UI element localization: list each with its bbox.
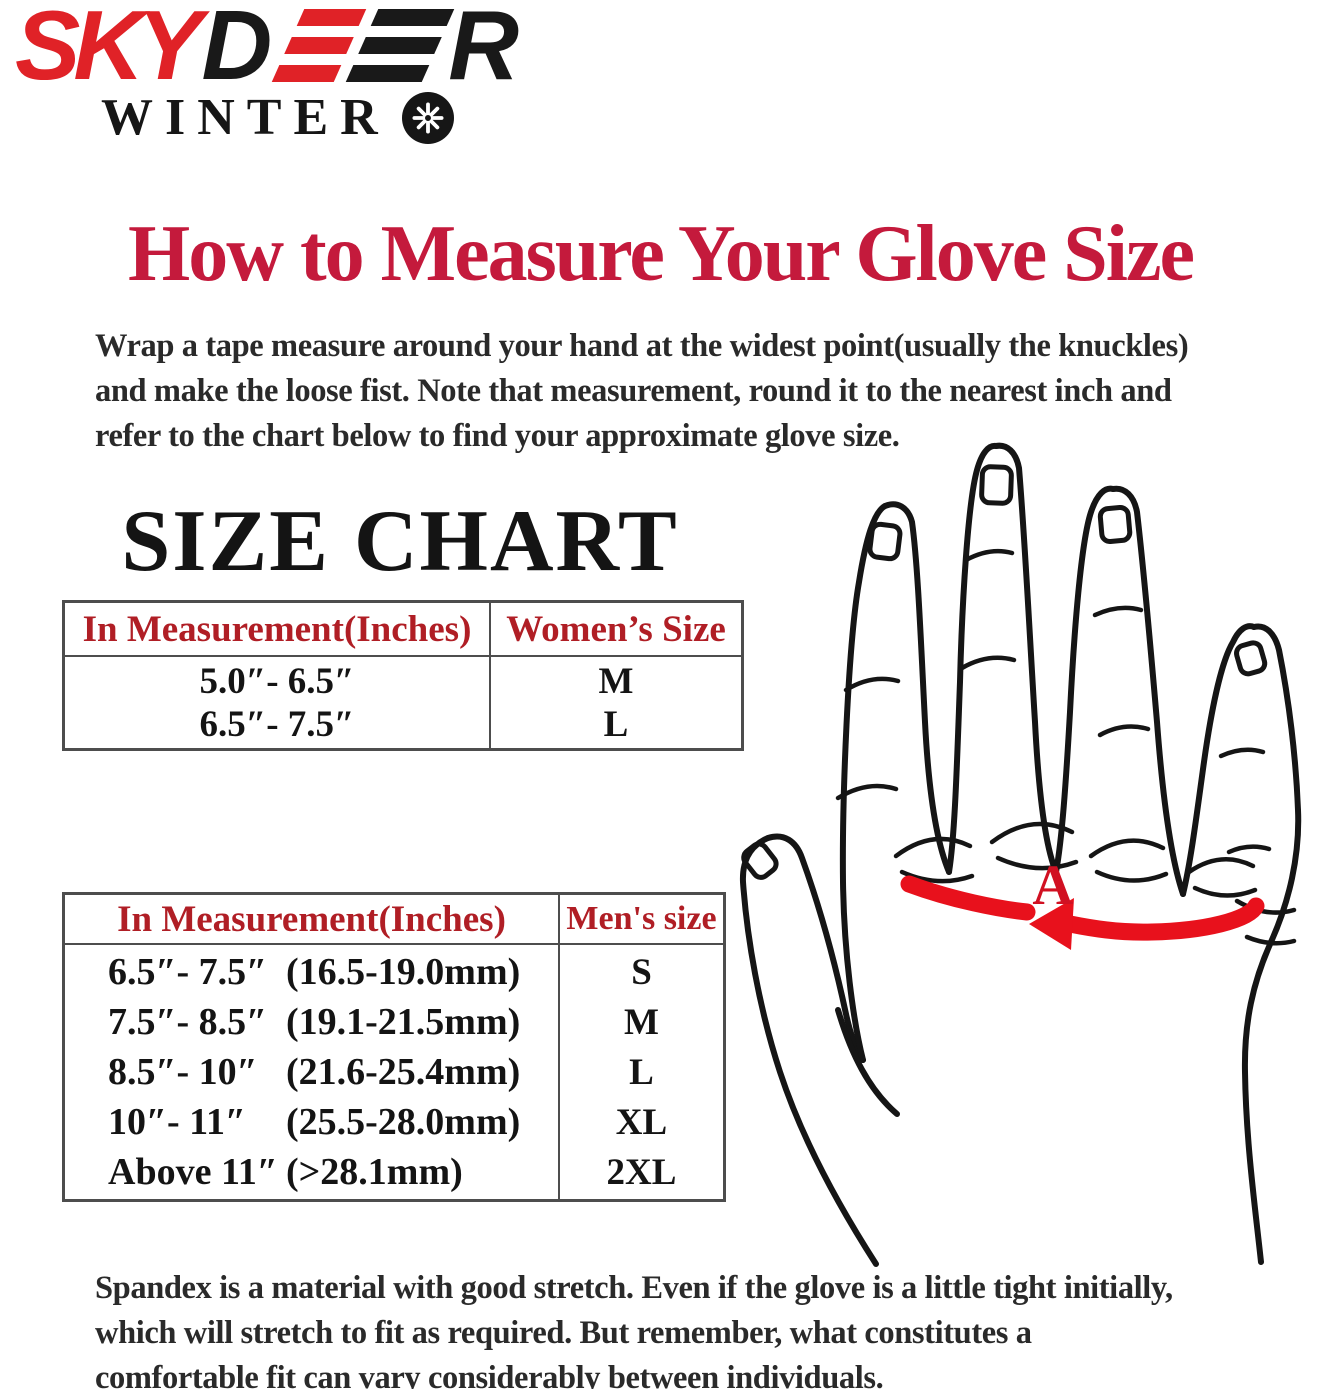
mm-range: (16.5-19.0mm) bbox=[286, 951, 521, 993]
women-size-table: In Measurement(Inches) Women’s Size 5.0″… bbox=[62, 600, 744, 751]
table-row: 8.5″- 10″ (21.6-25.4mm) bbox=[65, 1047, 558, 1097]
table-row: M bbox=[598, 660, 634, 702]
logo-winter-text: WINTER bbox=[101, 89, 390, 146]
inch-range: 7.5″- 8.5″ bbox=[108, 1001, 268, 1043]
table-row: L bbox=[603, 703, 629, 745]
hand-illustration: A bbox=[739, 442, 1302, 1267]
knuckle-creases bbox=[835, 548, 1297, 946]
men-size-table: In Measurement(Inches) Men's size 6.5″- … bbox=[62, 892, 726, 1202]
table-row: M bbox=[624, 1001, 659, 1043]
table-row: S bbox=[631, 951, 652, 993]
women-measurement-header: In Measurement(Inches) bbox=[65, 603, 491, 657]
footer-paragraph: Spandex is a material with good stretch.… bbox=[95, 1270, 1173, 1389]
table-row: 10″- 11″ (25.5-28.0mm) bbox=[65, 1097, 558, 1147]
inch-range: Above 11″ bbox=[108, 1151, 278, 1193]
men-size-values: S M L XL 2XL bbox=[560, 945, 723, 1199]
measurement-label-a: A bbox=[1032, 854, 1073, 917]
table-row: Above 11″ (>28.1mm) bbox=[65, 1147, 558, 1197]
page-title: How to Measure Your Glove Size bbox=[127, 210, 1195, 298]
brand-logo-wordmark: SKY D R bbox=[15, 0, 520, 100]
table-row: 7.5″- 8.5″ (19.1-21.5mm) bbox=[65, 997, 558, 1047]
women-size-values: M L bbox=[491, 657, 741, 748]
mm-range: (19.1-21.5mm) bbox=[286, 1001, 521, 1043]
women-size-header: Women’s Size bbox=[491, 603, 741, 657]
table-row: L bbox=[629, 1051, 654, 1093]
table-row: XL bbox=[615, 1101, 668, 1143]
inch-range: 6.5″- 7.5″ bbox=[108, 951, 268, 993]
intro-paragraph: Wrap a tape measure around your hand at … bbox=[95, 328, 1189, 454]
table-row: 2XL bbox=[606, 1151, 677, 1193]
snowflake-icon bbox=[401, 92, 454, 144]
mm-range: (>28.1mm) bbox=[286, 1151, 463, 1193]
logo-sky-text: SKY bbox=[15, 0, 202, 100]
table-row: 6.5″- 7.5″ (16.5-19.0mm) bbox=[65, 947, 558, 997]
brand-logo-subline: WINTER bbox=[101, 92, 519, 144]
women-measurement-values: 5.0″- 6.5″ 6.5″- 7.5″ bbox=[65, 657, 491, 748]
logo-e-stripes-black bbox=[346, 9, 455, 82]
men-measurement-header: In Measurement(Inches) bbox=[65, 895, 560, 945]
men-size-header: Men's size bbox=[560, 895, 723, 945]
size-chart-heading: SIZE CHART bbox=[121, 493, 679, 590]
logo-r-letter: R bbox=[448, 0, 520, 100]
men-measurement-values: 6.5″- 7.5″ (16.5-19.0mm) 7.5″- 8.5″ (19.… bbox=[65, 945, 560, 1199]
mm-range: (21.6-25.4mm) bbox=[286, 1051, 521, 1093]
brand-logo: SKY D R WINTER bbox=[15, 0, 520, 144]
inch-range: 10″- 11″ bbox=[108, 1101, 247, 1143]
arrowhead-icon bbox=[1029, 898, 1074, 950]
inch-range: 8.5″- 10″ bbox=[108, 1051, 258, 1093]
table-row: 6.5″- 7.5″ bbox=[199, 703, 355, 745]
fingernails bbox=[741, 464, 1268, 880]
measurement-arrow: A bbox=[900, 854, 1265, 950]
mm-range: (25.5-28.0mm) bbox=[286, 1101, 521, 1143]
table-row: 5.0″- 6.5″ bbox=[199, 660, 355, 702]
hand-outline bbox=[739, 442, 1302, 1267]
logo-d-letter: D bbox=[201, 0, 273, 100]
